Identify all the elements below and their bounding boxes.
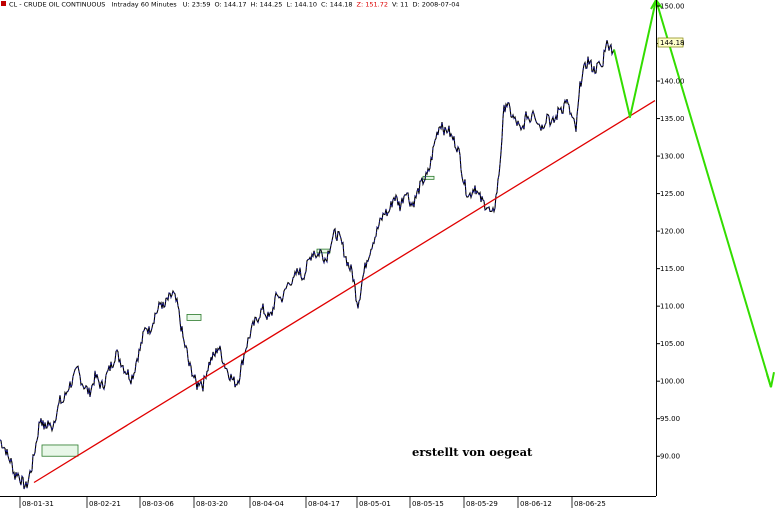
time-axis: 08-01-31 08-02-21 08-03-06 08-03-20 08-04-04… (19, 496, 606, 508)
price-series-line (0, 39, 615, 490)
projection-arrowhead (766, 371, 775, 388)
header-field: U: 23:59 (183, 1, 211, 9)
header-interval: Intraday 60 Minutes (111, 1, 177, 9)
header-field: D: 2008-07-04 (412, 1, 459, 9)
header-field: L: 144.10 (286, 1, 317, 9)
header-text: CL - CRUDE OIL CONTINUOUS Intraday 60 Mi… (9, 1, 460, 9)
projection-arrows (650, 0, 775, 388)
price-tick-label: 110.00 (660, 303, 685, 311)
projection-line (613, 0, 772, 388)
time-tick-label: 08-03-20 (196, 500, 228, 508)
price-tick-label: 90.00 (660, 453, 680, 461)
gap-boxes (41, 175, 435, 457)
price-tick-label: 140.00 (660, 78, 685, 86)
support-trendline (33, 99, 656, 484)
last-price-label: 144.18 (660, 39, 685, 47)
time-tick-label: 08-05-29 (466, 500, 498, 508)
header-field: V: 11 (392, 1, 408, 9)
projection-arrowhead (650, 0, 663, 10)
price-tick-label: 95.00 (660, 415, 680, 423)
price-tick-label: 125.00 (660, 190, 685, 198)
author-annotation: erstellt von oegeat (412, 445, 533, 459)
price-tick-label: 115.00 (660, 265, 685, 273)
price-tick-label: 130.00 (660, 153, 685, 161)
price-tick-label: 105.00 (660, 340, 685, 348)
gap-box (41, 444, 79, 457)
header-field: C: 144.18 (321, 1, 353, 9)
last-price-box (657, 37, 684, 48)
time-tick-label: 08-04-17 (308, 500, 340, 508)
price-tick-label: 120.00 (660, 228, 685, 236)
time-tick-label: 08-06-25 (574, 500, 606, 508)
price-tick-label: 135.00 (660, 115, 685, 123)
plot-area (0, 39, 656, 490)
price-tick-label: 150.00 (660, 3, 685, 11)
time-tick-label: 08-06-12 (520, 500, 552, 508)
header-symbol: CL - CRUDE OIL CONTINUOUS (9, 1, 105, 9)
symbol-marker-icon (1, 1, 6, 6)
time-tick-label: 08-05-01 (359, 500, 391, 508)
last-price-marker: 144.18 (657, 37, 685, 48)
time-tick-label: 08-04-04 (252, 500, 284, 508)
header-field: O: 144.17 (214, 1, 246, 9)
header-field: H: 144.25 (250, 1, 282, 9)
gap-box (422, 175, 435, 180)
time-tick-label: 08-05-15 (412, 500, 444, 508)
chart-header: CL - CRUDE OIL CONTINUOUS Intraday 60 Mi… (1, 1, 460, 9)
gap-box (186, 314, 202, 321)
time-tick-label: 08-02-21 (89, 500, 121, 508)
header-field: Z: 151.72 (357, 1, 388, 9)
time-tick-label: 08-01-31 (22, 500, 54, 508)
time-tick-label: 08-03-06 (142, 500, 174, 508)
price-tick-label: 100.00 (660, 378, 685, 386)
